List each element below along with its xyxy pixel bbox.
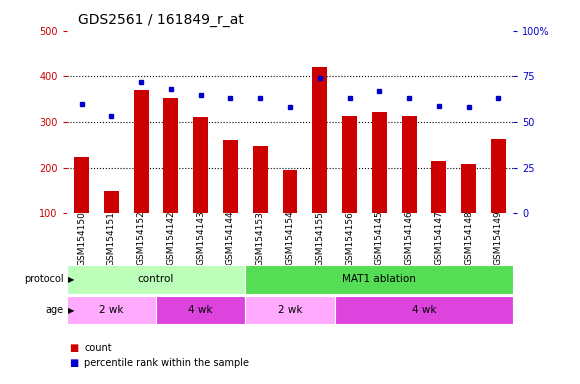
Text: GSM154153: GSM154153	[256, 211, 264, 265]
Bar	[245, 296, 335, 324]
Bar	[193, 118, 208, 213]
Bar	[282, 170, 298, 213]
Text: GSM154142: GSM154142	[166, 211, 175, 265]
Bar	[67, 296, 156, 324]
Bar	[133, 90, 148, 213]
Bar	[491, 139, 506, 213]
Text: GSM154148: GSM154148	[464, 211, 473, 265]
Text: GSM154147: GSM154147	[434, 211, 443, 265]
Text: GSM154150: GSM154150	[77, 211, 86, 265]
Text: 4 wk: 4 wk	[188, 305, 213, 315]
Text: GDS2561 / 161849_r_at: GDS2561 / 161849_r_at	[78, 13, 244, 27]
Text: ▶: ▶	[68, 275, 74, 284]
Text: 4 wk: 4 wk	[412, 305, 436, 315]
Text: GSM154155: GSM154155	[316, 211, 324, 265]
Text: GSM154156: GSM154156	[345, 211, 354, 265]
Bar	[335, 296, 513, 324]
Text: count: count	[84, 343, 112, 353]
Text: GSM154151: GSM154151	[107, 211, 116, 265]
Bar	[223, 140, 238, 213]
Bar	[67, 265, 245, 294]
Text: GSM154154: GSM154154	[285, 211, 295, 265]
Text: GSM154145: GSM154145	[375, 211, 384, 265]
Bar	[245, 265, 513, 294]
Text: control: control	[138, 274, 174, 285]
Text: ■: ■	[70, 358, 79, 368]
Bar	[312, 67, 327, 213]
Text: GSM154146: GSM154146	[405, 211, 414, 265]
Bar	[253, 146, 268, 213]
Text: GSM154143: GSM154143	[196, 211, 205, 265]
Bar	[164, 98, 178, 213]
Bar	[342, 116, 357, 213]
Text: 2 wk: 2 wk	[278, 305, 302, 315]
Text: GSM154149: GSM154149	[494, 211, 503, 265]
Text: age: age	[46, 305, 64, 315]
Bar	[401, 116, 416, 213]
Text: ■: ■	[70, 343, 79, 353]
Text: protocol: protocol	[24, 274, 64, 285]
Text: MAT1 ablation: MAT1 ablation	[342, 274, 416, 285]
Text: percentile rank within the sample: percentile rank within the sample	[84, 358, 249, 368]
Bar	[372, 112, 387, 213]
Bar	[74, 157, 89, 213]
Text: GSM154152: GSM154152	[137, 211, 146, 265]
Text: 2 wk: 2 wk	[99, 305, 124, 315]
Text: ▶: ▶	[68, 306, 74, 314]
Bar	[156, 296, 245, 324]
Text: GSM154144: GSM154144	[226, 211, 235, 265]
Bar	[461, 164, 476, 213]
Bar	[104, 191, 119, 213]
Bar	[432, 161, 446, 213]
